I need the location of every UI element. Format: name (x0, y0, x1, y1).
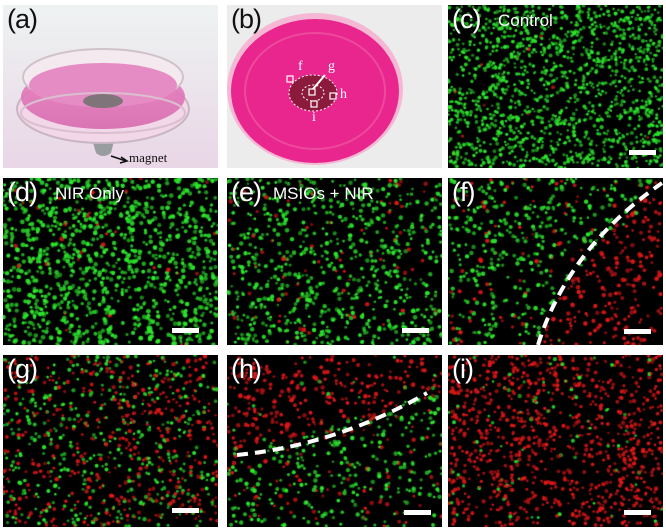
cell-fluorescence-image (227, 355, 442, 527)
panel-a-magnet-dish-photo: (a) magnet (3, 5, 218, 168)
cell-fluorescence-image (3, 355, 218, 527)
panel-label: (f) (452, 178, 476, 207)
panel-label: (d) (7, 178, 38, 207)
panel-d-nir-only-fluorescence: (d) NIR Only (3, 178, 218, 345)
cell-fluorescence-image (448, 178, 663, 345)
dashed-boundary-line (236, 391, 429, 457)
cell-fluorescence-image (227, 178, 442, 345)
scale-bar (172, 328, 199, 333)
scale-bar (624, 510, 651, 515)
cell-fluorescence-image (3, 178, 218, 345)
panel-label: (i) (452, 355, 474, 384)
magnet-annotation: magnet (129, 150, 168, 165)
panel-h-boundary-fluorescence: (h) (227, 355, 442, 527)
panel-label: (a) (7, 5, 38, 34)
cell-fluorescence-image (448, 5, 663, 168)
panel-c-control-fluorescence: (c) Control (448, 5, 663, 168)
panel-title: MSIOs + NIR (273, 184, 374, 203)
scale-bar (402, 328, 429, 333)
panel-g-fluorescence: (g) (3, 355, 218, 527)
panel-b-dish-top-view-photo: (b) f g h i (227, 5, 442, 168)
scale-bar (629, 150, 656, 155)
panel-title: NIR Only (55, 184, 124, 203)
region-marker-i: i (312, 110, 316, 125)
dashed-boundary-line (536, 181, 663, 345)
panel-e-msios-nir-fluorescence: (e) MSIOs + NIR (227, 178, 442, 345)
region-marker-h: h (340, 87, 347, 102)
petri-dish-top-view-illustration (227, 5, 442, 168)
scale-bar (624, 329, 651, 334)
panel-label: (h) (231, 355, 262, 384)
scale-bar (172, 508, 199, 513)
panel-i-fluorescence: (i) (448, 355, 663, 527)
petri-dish-on-magnet-illustration (3, 5, 218, 168)
panel-label: (g) (7, 355, 38, 384)
cell-fluorescence-image (448, 355, 663, 527)
panel-label: (b) (231, 5, 262, 34)
scale-bar (404, 510, 431, 515)
panel-label: (c) (452, 5, 482, 34)
region-marker-f: f (298, 59, 303, 74)
region-marker-g: g (328, 59, 335, 74)
panel-label: (e) (231, 178, 262, 207)
panel-f-boundary-fluorescence: (f) (448, 178, 663, 345)
panel-title: Control (498, 11, 553, 30)
